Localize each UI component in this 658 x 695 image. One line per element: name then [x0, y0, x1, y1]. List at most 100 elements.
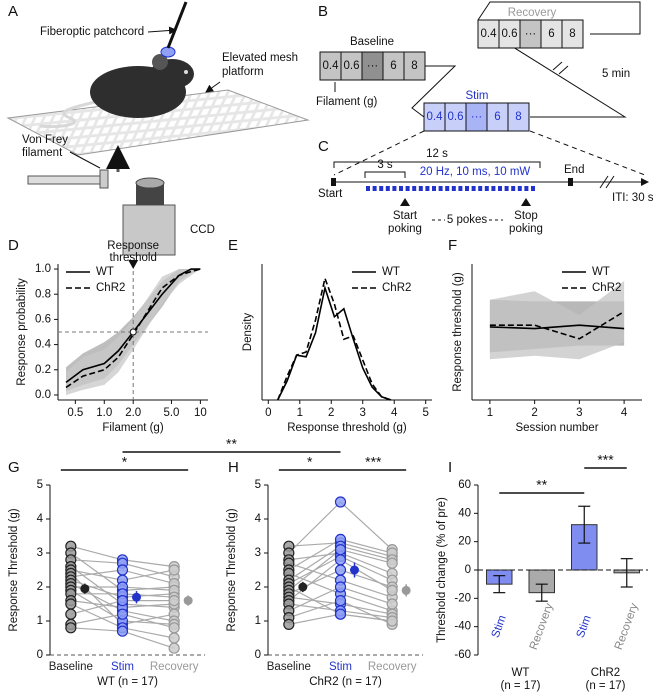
significance-label: * [307, 454, 313, 470]
significance-label: ** [536, 477, 547, 493]
y-tick-label: 60 [458, 479, 471, 491]
annotation-marker [128, 260, 139, 269]
pulse [471, 186, 476, 191]
category-label: Recovery [613, 602, 641, 652]
y-tick-label: -40 [454, 621, 471, 633]
significance-label: * [122, 454, 128, 470]
x-tick-label: 4 [621, 407, 628, 419]
filament-rod [27, 175, 103, 185]
pulse [491, 186, 496, 191]
filament-tip [99, 169, 109, 189]
x-tick-label: 5 [423, 407, 429, 419]
mean-marker [183, 596, 193, 606]
y-tick-label: 0.4 [35, 339, 52, 351]
pulse [445, 186, 450, 191]
subject-point [283, 618, 295, 631]
pulse [385, 186, 390, 191]
label: Start [393, 210, 418, 222]
panel-letter: F [448, 237, 457, 254]
pulse [392, 186, 397, 191]
y-tick-label: 40 [458, 507, 471, 519]
subject-point [334, 581, 347, 593]
category-label: Recovery [528, 602, 556, 652]
y-tick-label: 0.6 [35, 313, 51, 325]
y-tick-label: -60 [454, 649, 471, 661]
y-tick-label: 2 [37, 581, 43, 593]
subject-point [334, 554, 347, 566]
label: Baseline [350, 36, 394, 48]
y-tick-label: 0.0 [35, 389, 51, 401]
panel-letter: C [318, 138, 329, 155]
subject-point [116, 608, 129, 620]
x-tick-label: Baseline [49, 661, 93, 673]
subject-point [65, 598, 77, 610]
filament-box [507, 102, 530, 132]
subject-point [334, 543, 347, 556]
series-line [65, 268, 201, 389]
series-line [489, 324, 625, 330]
filament-box [561, 19, 584, 49]
subject-point [116, 594, 129, 607]
x-tick-label: Stim [329, 661, 352, 673]
fiber [166, 1, 188, 49]
break [599, 175, 609, 189]
filament-label: 0.4 [481, 28, 498, 40]
annotation: Response [107, 240, 159, 252]
panel-letter: E [228, 237, 238, 254]
panel-letter: B [318, 3, 328, 20]
x-tick-label: 1.0 [96, 407, 112, 419]
pulse [498, 186, 502, 191]
y-tick-label: 4 [255, 513, 262, 525]
subject-point [386, 557, 398, 569]
series-line [276, 275, 392, 401]
significance-label: *** [365, 454, 382, 470]
x-tick-label: 5.0 [163, 407, 179, 419]
label: poking [509, 223, 543, 235]
group-label: ChR2 [591, 667, 620, 679]
filament-label: ··· [471, 111, 483, 123]
mean-marker [132, 592, 141, 602]
pulse [511, 186, 516, 191]
panel-letter: I [448, 459, 452, 476]
subject-point [386, 598, 398, 610]
pulse [438, 186, 443, 191]
x-tick-label: 2 [531, 407, 537, 419]
subject-point [168, 622, 180, 634]
filament-label: 6 [548, 28, 554, 40]
filament-label: 8 [569, 28, 575, 40]
subject-point [65, 622, 77, 634]
label: CCD [190, 224, 215, 236]
panel-letter: A [8, 3, 18, 20]
x-tick-label: Recovery [368, 661, 417, 673]
break [552, 61, 563, 71]
label: Start [318, 188, 343, 200]
label: Elevated mesh [222, 52, 298, 64]
y-tick-label: 2 [255, 581, 261, 593]
leader [147, 26, 177, 35]
x-axis-label: Filament (g) [102, 422, 164, 434]
label: 5 pokes [447, 214, 488, 226]
category-label: Stim [575, 614, 594, 640]
x-axis-label: ChR2 (n = 17) [309, 676, 382, 688]
camera-lens [136, 183, 164, 205]
break [558, 65, 569, 75]
marker [521, 198, 531, 206]
label: Filament (g) [316, 96, 378, 108]
y-tick-label: 0 [255, 649, 261, 661]
mean-marker [80, 584, 90, 594]
y-tick-label: -20 [454, 592, 471, 604]
label: Stim [466, 90, 489, 102]
y-tick-label: 5 [37, 479, 43, 491]
mouse-tail [39, 100, 96, 128]
leader [69, 151, 101, 169]
mouse-ear [152, 54, 168, 70]
legend-label: WT [592, 266, 610, 278]
filament-label: 0.6 [502, 28, 518, 40]
pulse [399, 186, 403, 191]
filament-label: 0.4 [323, 60, 340, 72]
pulse [412, 186, 417, 191]
subject-point [168, 594, 180, 607]
filament-box [403, 51, 426, 81]
category-label: Stim [490, 614, 509, 640]
